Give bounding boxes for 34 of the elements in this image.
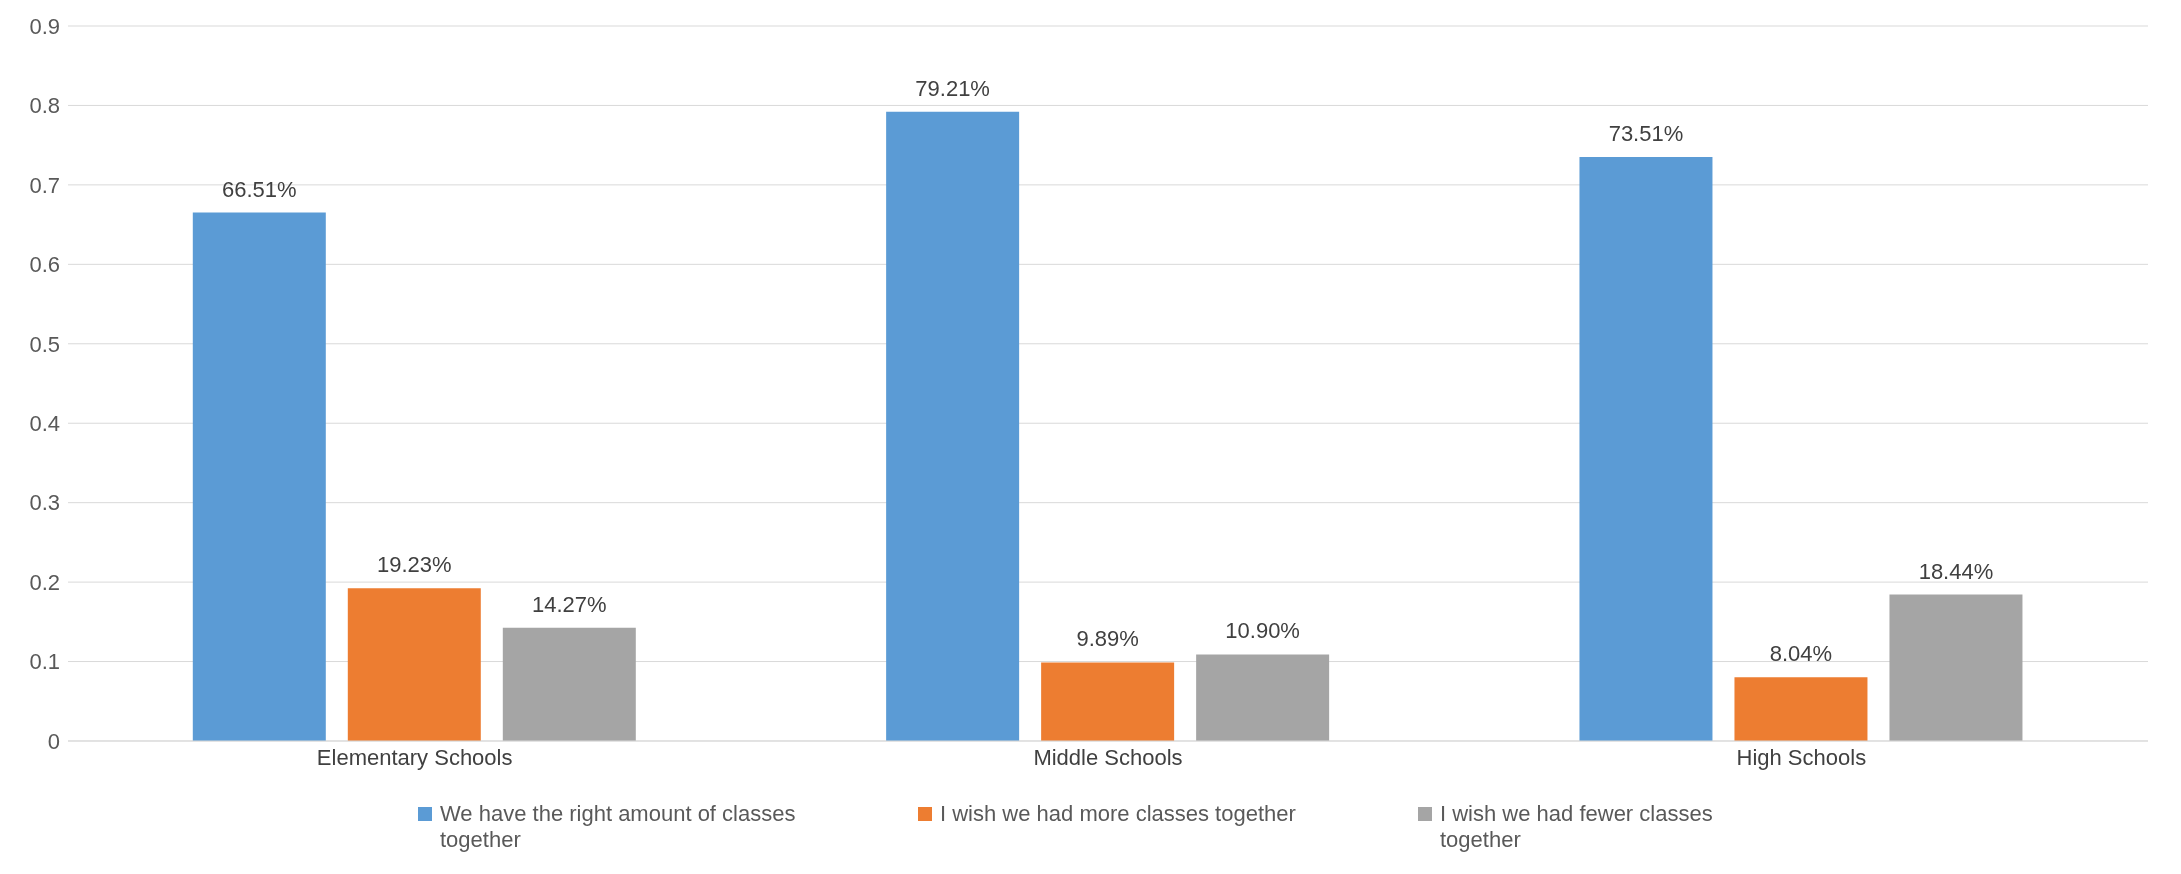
data-label: 18.44% — [1918, 558, 1994, 584]
data-label: 19.23% — [376, 552, 452, 578]
legend-label: We have the right amount of classes together — [440, 801, 797, 853]
y-tick-label: 0 — [47, 728, 60, 754]
bar — [1889, 594, 2023, 741]
bar — [1579, 157, 1713, 741]
y-tick-label: 0.1 — [29, 649, 60, 675]
y-tick-label: 0.2 — [29, 569, 60, 595]
bar — [1196, 654, 1330, 741]
y-tick-label: 0.4 — [29, 411, 60, 437]
data-label: 66.51% — [221, 176, 297, 202]
bar — [347, 588, 481, 741]
data-label: 14.27% — [531, 591, 607, 617]
y-tick-label: 0.3 — [29, 490, 60, 516]
y-tick-label: 0.6 — [29, 252, 60, 278]
bar — [886, 111, 1020, 741]
bar — [1734, 677, 1868, 741]
legend-label: I wish we had more classes together — [940, 801, 1296, 827]
bar — [1041, 662, 1175, 741]
y-tick-label: 0.5 — [29, 331, 60, 357]
data-label: 79.21% — [915, 75, 990, 101]
data-label: 9.89% — [1076, 626, 1139, 652]
x-tick-label: High Schools — [1736, 744, 1867, 770]
x-tick-label: Elementary Schools — [316, 744, 513, 770]
x-tick-label: Middle Schools — [1033, 744, 1183, 770]
y-tick-label: 0.8 — [29, 93, 60, 119]
bar — [192, 212, 326, 741]
data-label: 8.04% — [1769, 641, 1833, 667]
bar — [502, 627, 636, 741]
legend-label: I wish we had fewer classes together — [1440, 801, 1714, 853]
data-label: 10.90% — [1225, 618, 1300, 644]
y-tick-label: 0.9 — [29, 13, 60, 39]
data-label: 73.51% — [1608, 121, 1684, 146]
y-tick-label: 0.7 — [29, 172, 60, 198]
